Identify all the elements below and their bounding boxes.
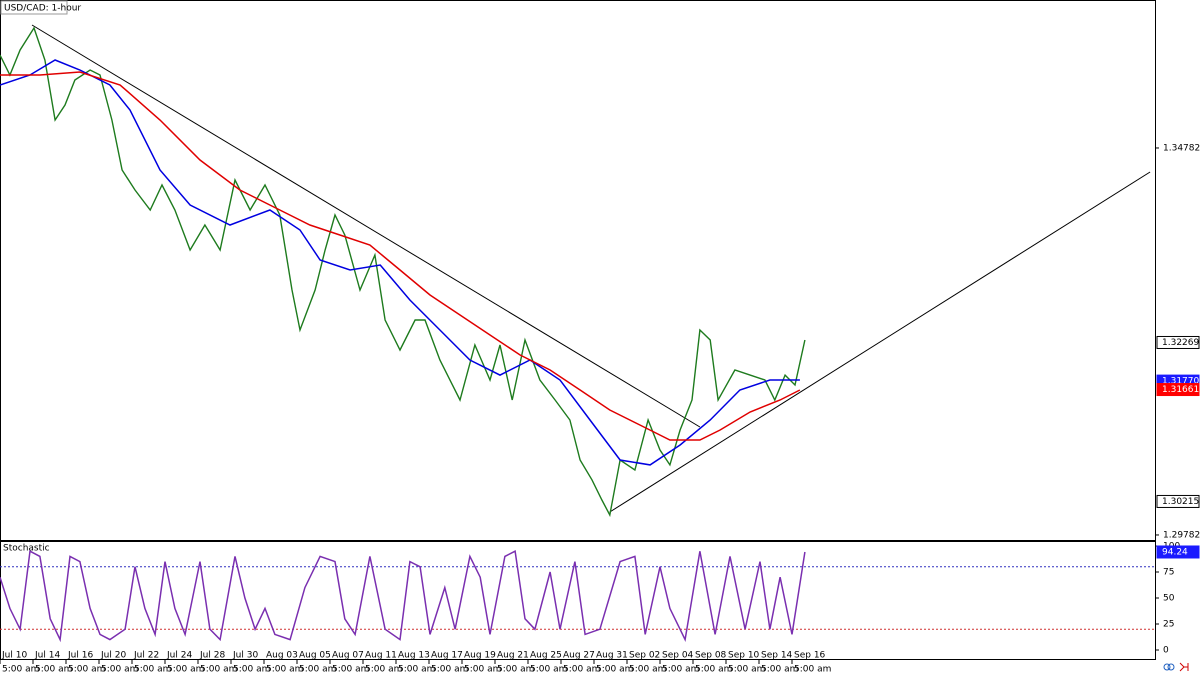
x-tick-label: Aug 13 [398,651,430,661]
x-tick-label: Aug 27 [563,651,595,661]
price-marker [1156,494,1200,508]
plot [0,24,1151,518]
x-time-label: 5:00 am [728,665,765,675]
x-tick-label: Aug 11 [365,651,397,661]
price-marker-label: 1.31661 [1162,385,1199,395]
x-tick-label: Aug 25 [530,651,562,661]
price-marker-label: 1.31770 [1162,377,1199,387]
price-marker-label: 1.30215 [1162,497,1199,507]
y-tick-label: 0 [1163,646,1169,656]
price-panel [0,0,1156,541]
y-tick-label: 75 [1163,568,1174,578]
x-tick-label: Jul 22 [133,651,159,661]
x-tick-label: Jul 14 [34,651,60,661]
price-marker-label: 1.32269 [1162,338,1199,348]
x-time-label: 5:00 am [497,665,534,675]
x-time-label: 5:00 am [530,665,567,675]
x-time-label: 5:00 am [464,665,501,675]
x-tick-label: Sep 02 [629,651,660,661]
price-marker-label: 94.24 [1162,547,1188,557]
x-tick-label: Aug 21 [497,651,529,661]
x-time-label: 5:00 am [167,665,204,675]
x-tick-label: Sep 08 [695,651,727,661]
x-tick-label: Jul 20 [100,651,126,661]
price-marker [1156,383,1200,397]
y-tick-label: 25 [1163,620,1174,630]
x-tick-label: Sep 16 [794,651,826,661]
x-time-label: 5:00 am [233,665,270,675]
x-tick-label: Aug 31 [596,651,628,661]
x-tick-label: Jul 24 [166,651,192,661]
x-tick-label: Aug 17 [431,651,463,661]
x-time-label: 5:00 am [299,665,336,675]
x-time-label: 5:00 am [266,665,303,675]
x-time-label: 5:00 am [200,665,237,675]
indicator-title: Stochastic [3,544,50,554]
x-time-label: 5:00 am [761,665,798,675]
y-tick-label: 50 [1163,594,1175,604]
series-line [0,71,801,441]
x-time-label: 5:00 am [365,665,402,675]
x-time-label: 5:00 am [35,665,72,675]
trend-line [31,24,701,428]
x-time-label: 5:00 am [596,665,633,675]
price-marker [1156,545,1200,559]
x-time-label: 5:00 am [431,665,468,675]
price-marker [1156,335,1200,349]
y-tick-label: 1.34782 [1163,143,1200,153]
x-tick-label: Jul 16 [67,651,93,661]
x-tick-label: Aug 19 [464,651,496,661]
x-time-label: 5:00 am [68,665,105,675]
stochastic-panel [0,541,1156,660]
x-tick-label: Aug 07 [332,651,364,661]
series-line [0,26,806,518]
title-box [0,0,68,15]
x-time-label: 5:00 am [662,665,699,675]
plot [0,550,806,643]
x-tick-label: Aug 03 [266,651,298,661]
x-time-label: 5:00 am [101,665,138,675]
x-time-label: 5:00 am [695,665,732,675]
x-time-label: 5:00 am [134,665,171,675]
x-time-label: 5:00 am [794,665,831,675]
trend-line [609,171,1151,513]
x-tick-label: Sep 14 [761,651,793,661]
x-tick-label: Aug 05 [299,651,331,661]
chart-title: USD/CAD: 1-hour [4,4,81,14]
x-time-label: 5:00 am [332,665,369,675]
x-tick-label: Jul 10 [1,651,27,661]
x-tick-label: Jul 28 [199,651,225,661]
status-icons [1163,662,1189,672]
x-time-label: 5:00 am [2,665,39,675]
y-tick-label: 1.29782 [1163,530,1200,540]
x-tick-label: Jul 30 [232,651,258,661]
x-time-label: 5:00 am [629,665,666,675]
x-tick-label: Sep 04 [662,651,694,661]
series-line [0,59,800,466]
x-time-label: 5:00 am [563,665,600,675]
series-line [0,550,806,643]
x-tick-label: Sep 10 [728,651,760,661]
x-time-label: 5:00 am [398,665,435,675]
